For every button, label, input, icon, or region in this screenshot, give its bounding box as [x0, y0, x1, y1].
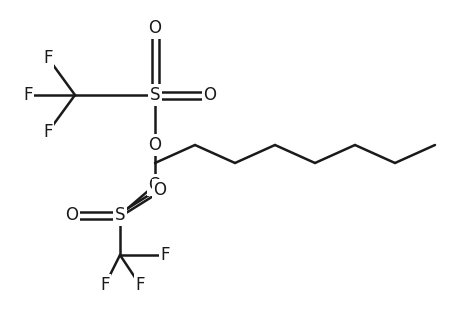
- Text: O: O: [65, 206, 79, 224]
- Text: O: O: [149, 176, 161, 194]
- Text: O: O: [149, 19, 161, 37]
- Text: F: F: [43, 123, 53, 141]
- Text: F: F: [135, 276, 145, 294]
- Text: S: S: [115, 206, 125, 224]
- Text: F: F: [23, 86, 33, 104]
- Text: O: O: [203, 86, 217, 104]
- Text: S: S: [150, 86, 160, 104]
- Text: O: O: [149, 136, 161, 154]
- Text: O: O: [154, 181, 166, 199]
- Text: F: F: [160, 246, 170, 264]
- Text: F: F: [43, 49, 53, 67]
- Text: F: F: [100, 276, 110, 294]
